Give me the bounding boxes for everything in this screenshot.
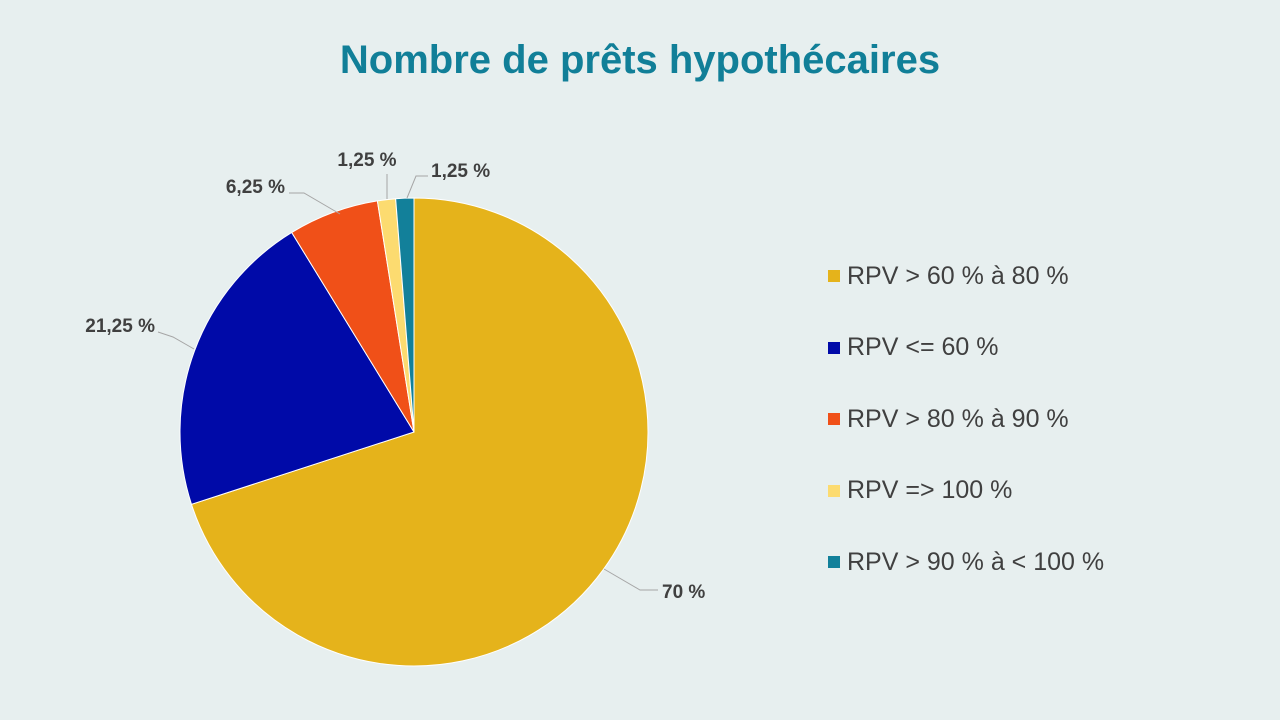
legend-item: RPV <= 60 % bbox=[828, 330, 1104, 366]
legend-item: RPV => 100 % bbox=[828, 473, 1104, 509]
legend-item: RPV > 80 % à 90 % bbox=[828, 401, 1104, 437]
legend-label: RPV => 100 % bbox=[847, 476, 1013, 504]
legend-swatch bbox=[828, 556, 840, 568]
legend-swatch bbox=[828, 484, 840, 497]
legend-label: RPV > 80 % à 90 % bbox=[847, 404, 1069, 433]
pie-slice bbox=[190, 197, 649, 667]
legend-item: RPV > 60 % à 80 % bbox=[828, 258, 1104, 294]
legend-label: RPV > 90 % à < 100 % bbox=[847, 547, 1105, 576]
data-label: 6,25 % bbox=[226, 177, 285, 198]
legend: RPV > 60 % à 80 % RPV <= 60 % RPV > 80 %… bbox=[828, 258, 1104, 616]
leader-line bbox=[406, 175, 428, 199]
legend-item: RPV > 90 % à < 100 % bbox=[828, 544, 1104, 580]
leader-lines bbox=[157, 174, 658, 591]
pie-slices bbox=[179, 197, 649, 667]
legend-swatch bbox=[828, 270, 840, 282]
chart-title: Nombre de prêts hypothécaires bbox=[339, 38, 941, 82]
leader-line bbox=[289, 192, 341, 215]
pie-slice bbox=[395, 197, 415, 433]
legend-swatch bbox=[828, 413, 840, 425]
pie-slice bbox=[179, 231, 415, 505]
legend-label: RPV <= 60 % bbox=[847, 333, 999, 361]
legend-label: RPV > 60 % à 80 % bbox=[847, 261, 1069, 290]
leader-line bbox=[603, 568, 658, 591]
data-label: 21,25 % bbox=[85, 316, 155, 337]
legend-swatch bbox=[828, 341, 840, 354]
data-labels: 70 % 21,25 % 6,25 % 1,25 % 1,25 % bbox=[85, 150, 705, 603]
data-label: 1,25 % bbox=[337, 150, 396, 171]
data-label: 70 % bbox=[662, 582, 705, 603]
data-label: 1,25 % bbox=[431, 161, 490, 182]
leader-line bbox=[157, 331, 195, 350]
